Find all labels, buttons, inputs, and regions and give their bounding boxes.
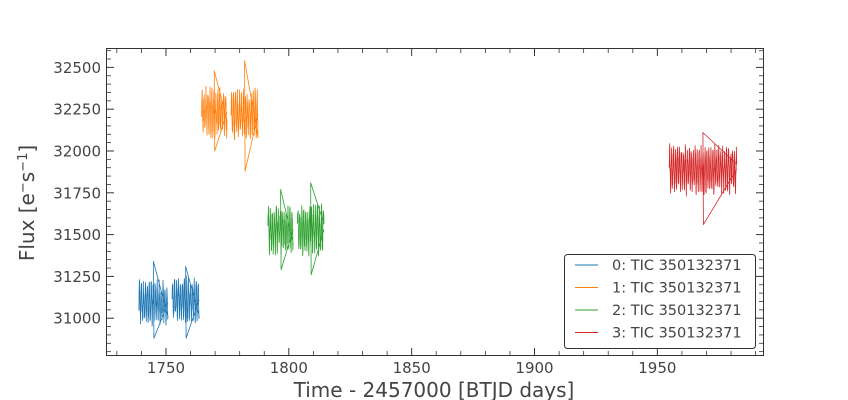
y-axis-label-suffix: ] [15, 145, 39, 153]
series-3-segment-0-line [668, 132, 738, 225]
x-tick-label: 1900 [515, 359, 553, 377]
y-tick-label: 32250 [53, 101, 101, 119]
legend-label-0: 0: TIC 350132371 [612, 258, 742, 274]
x-axis-label: Time - 2457000 [BTJD days] [293, 378, 575, 400]
x-tick-label: 1800 [270, 359, 308, 377]
x-tick-label: 1950 [638, 359, 676, 377]
legend-label-2: 2: TIC 350132371 [612, 303, 742, 319]
ticks-layer [107, 49, 763, 355]
series-2-segment-0-line [267, 189, 294, 271]
axes-frame [106, 48, 764, 356]
y-axis-label-sup2: −1 [16, 153, 31, 172]
series-0-segment-1-line [171, 265, 200, 339]
x-tick-label: 1750 [147, 359, 185, 377]
series-0-segment-0-line [138, 260, 169, 339]
y-axis-label-mid: s [15, 172, 39, 182]
y-tick-label: 31500 [53, 226, 101, 244]
y-axis-label-prefix: Flux [e [15, 193, 39, 261]
series-1-segment-1-line [230, 60, 259, 172]
legend-label-1: 1: TIC 350132371 [612, 281, 742, 297]
y-tick-label: 32500 [53, 59, 101, 77]
series-2-segment-1-line [297, 182, 325, 276]
y-axis-label-sup1: − [16, 182, 31, 193]
ticklabel-layer: 1750 1800 1850 1900 1950 31000 31250 31500 31750… [53, 59, 676, 377]
legend-box [564, 254, 756, 349]
data-layer [138, 60, 738, 339]
legend: 0: TIC 350132371 1: TIC 350132371 2: TIC 3… [564, 254, 756, 349]
x-tick-label: 1850 [393, 359, 431, 377]
series-1-segment-0-line [201, 70, 228, 152]
legend-label-3: 3: TIC 350132371 [612, 326, 742, 342]
y-tick-label: 31000 [53, 310, 101, 328]
y-tick-label: 32000 [53, 143, 101, 161]
y-axis-label: Flux [e−s−1] [15, 145, 39, 261]
y-tick-label: 31250 [53, 268, 101, 286]
y-tick-label: 31750 [53, 184, 101, 202]
